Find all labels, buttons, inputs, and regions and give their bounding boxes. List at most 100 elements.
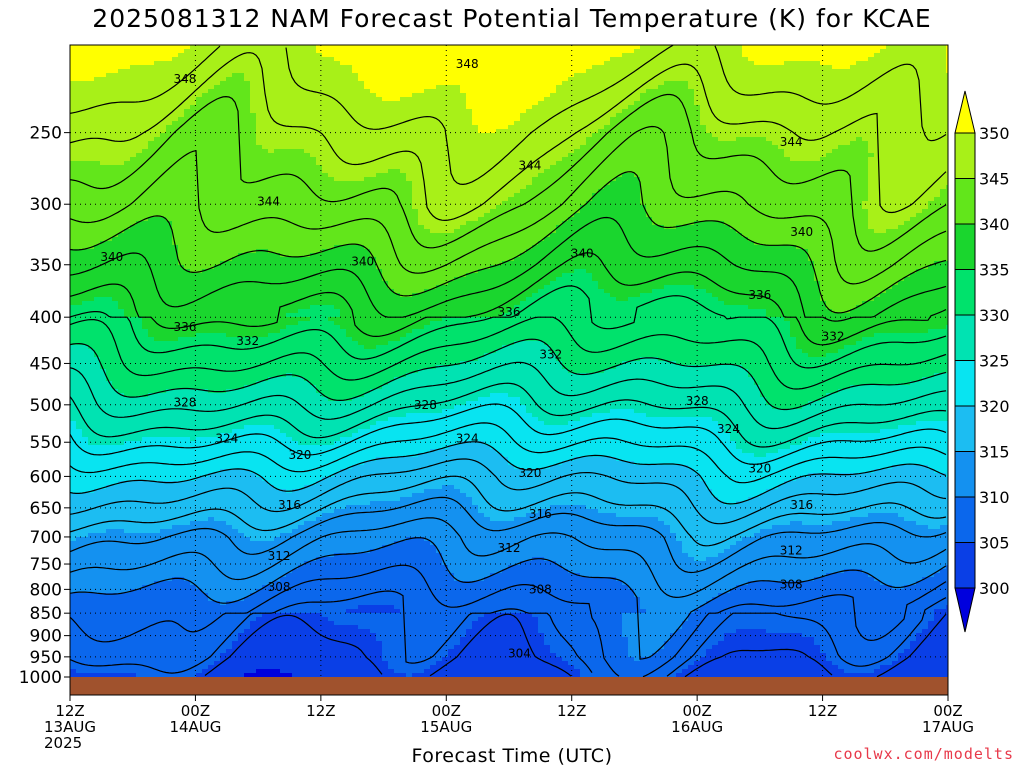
field-cell [118,333,125,338]
field-cell [160,561,167,566]
field-cell [160,161,167,166]
field-cell [148,173,155,178]
field-cell [100,649,107,654]
field-cell [82,201,89,206]
field-cell [118,69,125,74]
field-cell [82,613,89,618]
field-cell [70,309,77,314]
field-cell [184,125,191,130]
field-cell [148,441,155,446]
field-cell [148,593,155,598]
field-cell [70,453,77,458]
field-cell [220,145,227,150]
field-cell [178,269,185,274]
field-cell [160,645,167,650]
field-cell [184,353,191,358]
field-cell [118,61,125,66]
field-cell [82,205,89,210]
field-cell [100,489,107,494]
field-cell [220,293,227,298]
field-cell [244,141,251,146]
field-cell [172,345,179,350]
field-cell [154,589,161,594]
field-cell [232,285,239,290]
field-cell [124,45,131,50]
field-cell [232,189,239,194]
field-cell [178,53,185,58]
field-cell [94,49,101,54]
field-cell [220,81,227,86]
field-cell [112,73,119,78]
field-cell [76,633,83,638]
field-cell [124,305,131,310]
field-cell [118,365,125,370]
field-cell [184,645,191,650]
field-cell [208,133,215,138]
field-cell [166,373,173,378]
field-cell [76,589,83,594]
field-cell [130,269,137,274]
field-cell [136,513,143,518]
field-cell [232,293,239,298]
field-cell [178,377,185,382]
field-cell [154,337,161,342]
field-cell [184,169,191,174]
field-cell [100,473,107,478]
field-cell [184,649,191,654]
field-cell [118,553,125,558]
field-cell [154,485,161,490]
field-cell [76,521,83,526]
field-cell [142,433,149,438]
field-cell [196,353,203,358]
field-cell [160,157,167,162]
field-cell [196,521,203,526]
field-cell [82,253,89,258]
field-cell [160,49,167,54]
field-cell [250,245,257,250]
field-cell [160,185,167,190]
field-cell [142,505,149,510]
field-cell [76,585,83,590]
field-cell [256,237,263,242]
field-cell [142,325,149,330]
field-cell [136,273,143,278]
field-cell [166,61,173,66]
field-cell [178,237,185,242]
field-cell [100,477,107,482]
field-cell [166,561,173,566]
field-cell [202,185,209,190]
field-cell [112,577,119,582]
field-cell [112,297,119,302]
field-cell [160,229,167,234]
field-cell [106,105,113,110]
field-cell [244,101,251,106]
field-cell [148,193,155,198]
field-cell [154,101,161,106]
field-cell [124,297,131,302]
field-cell [226,145,233,150]
field-cell [70,245,77,250]
field-cell [88,577,95,582]
field-cell [160,545,167,550]
field-cell [196,561,203,566]
field-cell [190,209,197,214]
field-cell [124,357,131,362]
field-cell [148,241,155,246]
field-cell [112,321,119,326]
field-cell [70,285,77,290]
field-cell [244,321,251,326]
field-cell [112,573,119,578]
field-cell [124,457,131,462]
field-cell [250,665,257,670]
field-cell [130,641,137,646]
field-cell [142,509,149,514]
field-cell [208,633,215,638]
field-cell [100,445,107,450]
field-cell [226,89,233,94]
field-cell [202,145,209,150]
field-cell [214,325,221,330]
field-cell [94,153,101,158]
field-cell [214,121,221,126]
field-cell [94,273,101,278]
field-cell [202,377,209,382]
